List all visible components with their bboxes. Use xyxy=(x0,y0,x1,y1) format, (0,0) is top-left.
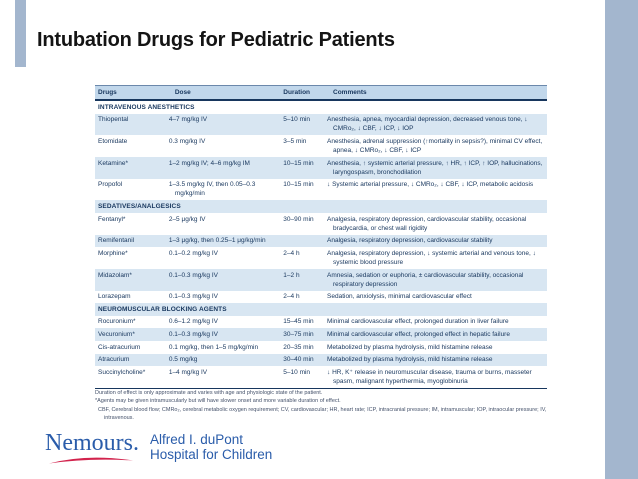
cell-drug: Morphine* xyxy=(98,249,128,257)
section-row: NEUROMUSCULAR BLOCKING AGENTS xyxy=(95,303,547,316)
cell-comments: ↓ HR, K⁺ release in neuromuscular diseas… xyxy=(327,366,547,389)
table-row: Etomidate 0.3 mg/kg IV 3–5 min Anesthesi… xyxy=(95,135,547,157)
footnote-agents: *Agents may be given intramuscularly but… xyxy=(95,398,341,405)
nemours-wordmark: Nemours. xyxy=(45,431,139,465)
cell-dose: 2–5 μg/kg IV xyxy=(168,215,206,223)
cell-drug: Lorazepam xyxy=(98,293,131,301)
table-row: Lorazepam 0.1–0.3 mg/kg IV 2–4 h Sedatio… xyxy=(95,291,547,304)
cell-duration: 3–5 min xyxy=(283,137,307,145)
table-row: Thiopental 4–7 mg/kg IV 5–10 min Anesthe… xyxy=(95,113,547,136)
table-row: Propofol 1–3.5 mg/kg IV, then 0.05–0.3 m… xyxy=(95,179,547,201)
cell-drug: Cis-atracurium xyxy=(98,343,141,351)
cell-duration: 5–10 min xyxy=(280,113,331,136)
cell-duration: 5–10 min xyxy=(280,366,331,389)
cell-comments: Metabolized by plasma hydrolysis, mild h… xyxy=(327,343,493,351)
table-header-row: Drugs Dose Duration Comments xyxy=(95,85,547,102)
cell-dose: 0.1–0.3 mg/kg IV xyxy=(169,269,281,291)
cell-duration: 1–2 h xyxy=(280,269,331,291)
section-label: INTRAVENOUS ANESTHETICS xyxy=(98,103,195,111)
section-row: SEDATIVES/ANALGESICS xyxy=(95,200,547,214)
cell-comments: Sedation, anxiolysis, minimal cardiovasc… xyxy=(327,293,472,301)
cell-drug: Succinylcholine* xyxy=(95,366,172,389)
right-accent-bar xyxy=(605,0,638,479)
cell-drug: Fentanyl* xyxy=(98,215,126,223)
hospital-name: Alfred I. duPont Hospital for Children xyxy=(150,431,272,463)
cell-comments: Anesthesia, apnea, myocardial depression… xyxy=(327,113,547,136)
section-label: NEUROMUSCULAR BLOCKING AGENTS xyxy=(95,303,547,316)
cell-dose: 0.1–0.3 mg/kg IV xyxy=(169,328,281,342)
cell-dose: 0.1–0.3 mg/kg IV xyxy=(168,293,218,301)
cell-duration: 10–15 min xyxy=(280,157,331,179)
cell-drug: Atracurium xyxy=(95,353,172,367)
cell-dose: 1–4 mg/kg IV xyxy=(169,366,281,389)
table-row: Rocuronium* 0.6–1.2 mg/kg IV 15–45 min M… xyxy=(95,316,547,329)
cell-duration: 20–35 min xyxy=(283,343,314,351)
hospital-name-line1: Alfred I. duPont xyxy=(149,432,244,447)
drug-table: Drugs Dose Duration Comments INTRAVENOUS… xyxy=(95,85,547,389)
hospital-name-line2: Hospital for Children xyxy=(149,446,273,462)
table-row: Vecuronium* 0.1–0.3 mg/kg IV 30–75 min M… xyxy=(95,328,547,342)
section-row: INTRAVENOUS ANESTHETICS xyxy=(95,100,547,114)
cell-duration xyxy=(280,234,331,248)
cell-duration: 30–40 min xyxy=(280,353,331,367)
table-footnotes: Duration of effect is only approximate a… xyxy=(95,389,547,422)
cell-duration: 10–15 min xyxy=(283,181,314,189)
table-row: Remifentanil 1–3 μg/kg, then 0.25–1 μg/k… xyxy=(95,234,547,248)
cell-comments: Anesthesia, adrenal suppression (↑mortal… xyxy=(327,137,543,154)
cell-comments: Analgesia, respiratory depression, cardi… xyxy=(327,215,527,232)
nemours-logo: Nemours. Alfred I. duPont Hospital for C… xyxy=(45,431,272,465)
cell-duration: 30–75 min xyxy=(280,328,331,342)
table-row: Fentanyl* 2–5 μg/kg IV 30–90 min Analges… xyxy=(95,213,547,235)
cell-dose: 0.1 mg/kg, then 1–5 mg/kg/min xyxy=(168,343,259,351)
cell-dose: 0.3 mg/kg IV xyxy=(168,137,206,145)
table-row: Succinylcholine* 1–4 mg/kg IV 5–10 min ↓… xyxy=(95,366,547,389)
cell-drug: Thiopental xyxy=(95,113,172,136)
column-header-comments: Comments xyxy=(330,85,547,102)
cell-drug: Midazolam* xyxy=(95,269,172,291)
cell-dose: 0.6–1.2 mg/kg IV xyxy=(168,318,218,326)
cell-comments: Anesthesia, ↑ systemic arterial pressure… xyxy=(327,157,547,179)
cell-dose: 1–3 μg/kg, then 0.25–1 μg/kg/min xyxy=(169,234,281,248)
page-title: Intubation Drugs for Pediatric Patients xyxy=(37,29,395,51)
cell-duration: 2–4 h xyxy=(283,293,300,301)
table-row: Morphine* 0.1–0.2 mg/kg IV 2–4 h Analges… xyxy=(95,247,547,269)
section-label: SEDATIVES/ANALGESICS xyxy=(95,200,547,214)
column-header-drugs: Drugs xyxy=(95,85,172,102)
cell-drug: Ketamine* xyxy=(95,157,172,179)
cell-duration: 30–90 min xyxy=(283,215,314,223)
cell-comments: Metabolized by plasma hydrolysis, mild h… xyxy=(327,353,547,367)
table-row: Atracurium 0.5 mg/kg 30–40 min Metaboliz… xyxy=(95,353,547,367)
cell-drug: Propofol xyxy=(98,181,123,189)
cell-duration: 2–4 h xyxy=(283,249,300,257)
table-row: Ketamine* 1–2 mg/kg IV; 4–6 mg/kg IM 10–… xyxy=(95,157,547,179)
cell-comments: Minimal cardiovascular effect, prolonged… xyxy=(327,318,509,326)
cell-dose: 0.5 mg/kg xyxy=(169,353,281,367)
cell-drug: Rocuronium* xyxy=(98,318,136,326)
cell-drug: Etomidate xyxy=(98,137,128,145)
column-header-duration: Duration xyxy=(280,85,331,102)
nemours-swoosh-icon xyxy=(49,457,133,464)
cell-comments: Analgesia, respiratory depression, ↓ sys… xyxy=(327,249,536,266)
footnote-abbreviations: CBF, Cerebral blood flow; CMRo₂, cerebra… xyxy=(98,406,547,421)
cell-comments: Amnesia, sedation or euphoria, ± cardiov… xyxy=(327,269,547,291)
cell-drug: Remifentanil xyxy=(95,234,172,248)
table-row: Midazolam* 0.1–0.3 mg/kg IV 1–2 h Amnesi… xyxy=(95,269,547,291)
cell-dose: 0.1–0.2 mg/kg IV xyxy=(168,249,218,257)
cell-drug: Vecuronium* xyxy=(95,328,172,342)
cell-duration: 15–45 min xyxy=(283,318,314,326)
column-header-dose: Dose xyxy=(171,85,281,102)
drug-table-container: Drugs Dose Duration Comments INTRAVENOUS… xyxy=(95,85,547,389)
cell-comments: Minimal cardiovascular effect, prolonged… xyxy=(327,328,547,342)
cell-dose: 1–3.5 mg/kg IV, then 0.05–0.3 mg/kg/min xyxy=(168,181,256,198)
cell-dose: 1–2 mg/kg IV; 4–6 mg/kg IM xyxy=(169,157,281,179)
cell-comments: Analgesia, respiratory depression, cardi… xyxy=(327,234,547,248)
table-row: Cis-atracurium 0.1 mg/kg, then 1–5 mg/kg… xyxy=(95,341,547,354)
nemours-brand-text: Nemours. xyxy=(45,430,139,456)
title-accent-bar xyxy=(15,0,26,67)
cell-comments: ↓ Systemic arterial pressure, ↓ CMRo₂, ↓… xyxy=(327,181,534,189)
footnote-duration: Duration of effect is only approximate a… xyxy=(95,390,323,396)
cell-dose: 4–7 mg/kg IV xyxy=(169,113,281,136)
